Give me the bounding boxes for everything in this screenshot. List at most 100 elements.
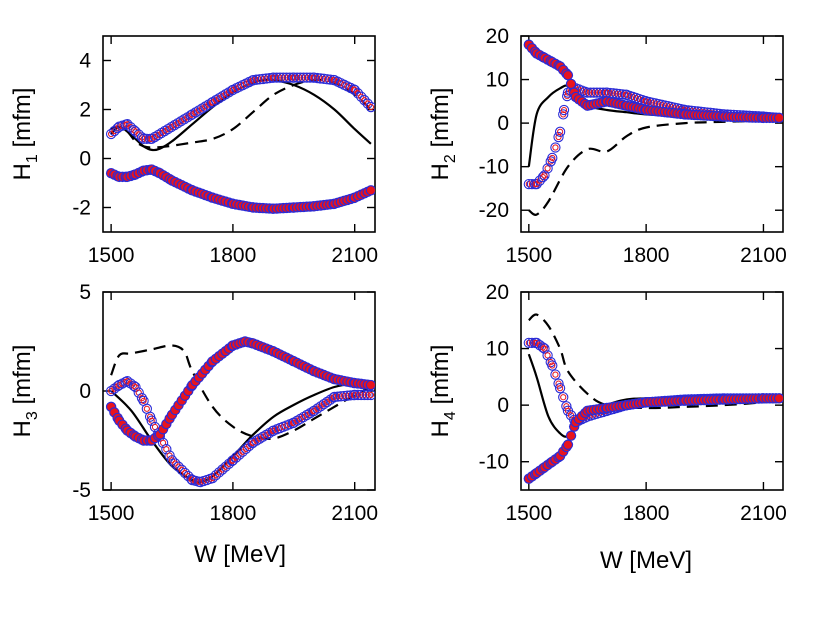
data-point-open-inner bbox=[541, 345, 548, 352]
data-point-open-inner bbox=[276, 74, 284, 81]
data-point-open-inner bbox=[536, 177, 543, 184]
data-point-open bbox=[257, 73, 269, 85]
data-point-filled bbox=[775, 394, 783, 403]
panel-h4: 1500 1800 2100 20 10 0 -10 H4 [mfm] W [MeV] bbox=[427, 281, 787, 574]
x-tick-label: 2100 bbox=[331, 502, 378, 525]
data-point-open bbox=[133, 387, 144, 398]
series-line-dashed bbox=[528, 313, 780, 410]
plot-frame bbox=[102, 35, 376, 233]
y-axis-label: H4 [mfm] bbox=[427, 345, 459, 438]
data-point-open-inner bbox=[593, 89, 600, 96]
data-point-open bbox=[227, 455, 239, 466]
data-point-open-inner bbox=[273, 74, 280, 81]
data-point-open bbox=[138, 133, 149, 145]
data-point-open-inner bbox=[177, 118, 185, 125]
data-point-open bbox=[553, 378, 564, 389]
y-tick-label: -10 bbox=[479, 156, 509, 179]
data-point-open bbox=[365, 389, 375, 401]
x-tick-label: 2100 bbox=[740, 502, 787, 525]
data-point-open-inner bbox=[263, 431, 270, 438]
data-point-open-inner bbox=[358, 391, 365, 399]
data-point-open-inner bbox=[171, 122, 178, 129]
x-axis-label: W [MeV] bbox=[194, 541, 286, 568]
x-tick-label: 1500 bbox=[88, 502, 135, 525]
data-point-open-inner bbox=[364, 391, 371, 399]
data-point-open bbox=[207, 472, 218, 484]
data-point-open bbox=[362, 98, 373, 109]
x-tick-label: 1500 bbox=[88, 244, 135, 267]
y-tick-label: -2 bbox=[72, 197, 91, 220]
data-point-open-inner bbox=[164, 126, 172, 133]
panel-h3: 1500 1800 2100 5 0 -5 H3 [mfm] W [MeV] bbox=[9, 281, 378, 568]
data-point-open-inner bbox=[560, 394, 567, 401]
data-point-open bbox=[248, 74, 259, 86]
data-point-open bbox=[554, 126, 566, 137]
data-point-open-inner bbox=[202, 103, 209, 110]
data-point-open-inner bbox=[541, 172, 548, 179]
data-point-open-inner bbox=[303, 411, 310, 419]
x-tick-label: 1500 bbox=[505, 502, 552, 525]
data-point-open-inner bbox=[209, 99, 216, 106]
data-point-open bbox=[254, 74, 265, 85]
x-tick-label: 2100 bbox=[740, 244, 787, 267]
data-point-open bbox=[526, 337, 538, 349]
y-tick-label: -5 bbox=[72, 479, 91, 502]
data-point-open bbox=[161, 444, 172, 455]
series-line-dashed bbox=[528, 119, 780, 216]
data-point-open bbox=[554, 383, 566, 394]
data-point-open bbox=[558, 109, 569, 120]
data-point-open-inner bbox=[528, 339, 536, 347]
data-point-open-inner bbox=[293, 417, 301, 424]
data-point-open-inner bbox=[351, 86, 358, 94]
data-point-open bbox=[210, 470, 222, 481]
data-point-open bbox=[547, 152, 558, 164]
data-point-open-inner bbox=[222, 91, 229, 98]
series-group bbox=[105, 72, 375, 214]
data-point-open-inner bbox=[189, 111, 196, 118]
data-point-filled bbox=[563, 71, 572, 80]
y-tick-label: 20 bbox=[486, 25, 509, 48]
data-point-open bbox=[537, 342, 549, 353]
y-axis-label: H2 [mfm] bbox=[427, 88, 459, 181]
data-point-open bbox=[537, 171, 549, 183]
panel-h1: 1500 1800 2100 4 2 0 -2 H1 [mfm] bbox=[9, 35, 378, 267]
data-point-open-inner bbox=[140, 135, 147, 142]
y-tick-label: -10 bbox=[479, 451, 509, 474]
data-point-open-inner bbox=[270, 74, 277, 81]
data-point-open bbox=[146, 415, 157, 426]
x-tick-label: 1800 bbox=[210, 502, 257, 525]
y-tick-label: 10 bbox=[486, 69, 509, 92]
data-point-open-inner bbox=[161, 127, 168, 135]
data-point-open bbox=[542, 163, 553, 174]
data-point-filled bbox=[567, 79, 576, 88]
x-axis-label: W [MeV] bbox=[600, 547, 692, 574]
plot-frame bbox=[520, 291, 784, 491]
data-point-open bbox=[547, 360, 558, 371]
series-group bbox=[105, 336, 375, 488]
data-point-open bbox=[128, 380, 140, 392]
y-tick-label: 0 bbox=[497, 394, 509, 417]
y-axis-label: H1 [mfm] bbox=[9, 88, 41, 181]
data-point-open bbox=[365, 101, 375, 113]
data-point-open-inner bbox=[195, 107, 202, 114]
data-point-open-inner bbox=[297, 415, 304, 422]
data-point-open bbox=[308, 72, 320, 83]
data-point-open-inner bbox=[590, 89, 597, 96]
data-point-open-inner bbox=[525, 180, 532, 188]
data-point-filled bbox=[775, 113, 783, 122]
data-point-open-inner bbox=[280, 74, 287, 81]
data-point-open bbox=[173, 461, 184, 472]
data-point-open-inner bbox=[358, 93, 365, 100]
y-tick-label: 0 bbox=[79, 148, 91, 171]
panel-h2: 1500 1800 2100 20 10 0 -10 -20 H2 [mfm] bbox=[427, 25, 787, 267]
data-point-open bbox=[105, 128, 117, 140]
data-point-open bbox=[122, 119, 133, 130]
y-tick-label: 10 bbox=[486, 338, 509, 361]
data-point-open bbox=[213, 467, 225, 478]
data-point-open-inner bbox=[584, 89, 591, 96]
series-group bbox=[523, 313, 783, 484]
x-tick-label: 2100 bbox=[331, 244, 378, 267]
data-point-open-inner bbox=[293, 74, 301, 81]
data-point-open-inner bbox=[367, 391, 375, 399]
data-point-open-inner bbox=[361, 97, 368, 104]
